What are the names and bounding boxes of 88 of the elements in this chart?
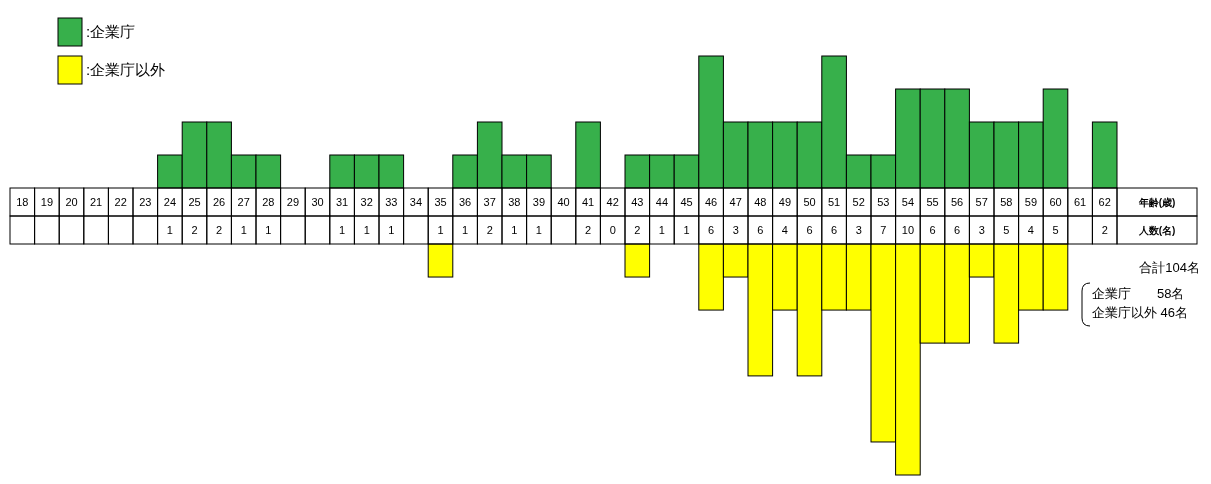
- x-tick-label: 2: [191, 224, 198, 236]
- x-tick-label: 19: [40, 196, 54, 208]
- x-tick-label: 1: [535, 224, 542, 236]
- x-tick-label: 47: [729, 196, 742, 208]
- x-tick-label: 1: [265, 224, 272, 236]
- x-tick-label: 18: [16, 196, 29, 208]
- x-tick-label: 28: [262, 196, 275, 208]
- x-tick-label: 4: [1027, 224, 1034, 236]
- x-tick-label: 2: [486, 224, 493, 236]
- x-tick-label: 2: [634, 224, 641, 236]
- x-tick-label: 62: [1098, 196, 1111, 208]
- x-tick-label: 56: [950, 196, 964, 208]
- x-tick-label: 6: [929, 224, 936, 236]
- x-tick-label: 2: [216, 224, 223, 236]
- x-tick-label: 59: [1024, 196, 1038, 208]
- text: 人数(名): [1137, 225, 1176, 236]
- x-tick-label: 1: [240, 224, 247, 236]
- text: 合計104名: [1139, 260, 1200, 275]
- x-tick-label: 4: [781, 224, 788, 236]
- x-tick-label: 1: [363, 224, 370, 236]
- x-tick-label: 6: [708, 224, 715, 236]
- x-tick-label: 57: [975, 196, 988, 208]
- x-tick-label: 58: [1000, 196, 1013, 208]
- x-tick-label: 24: [163, 196, 177, 208]
- x-tick-label: 6: [757, 224, 764, 236]
- text: 年齢(歳): [1137, 197, 1176, 208]
- x-tick-label: 49: [778, 196, 792, 208]
- x-tick-label: 35: [434, 196, 447, 208]
- x-tick-label: 10: [901, 224, 915, 236]
- x-tick-label: 30: [311, 196, 324, 208]
- legend-label: :企業庁: [86, 23, 136, 40]
- x-tick-label: 51: [827, 196, 841, 208]
- x-tick-label: 37: [483, 196, 496, 208]
- x-tick-label: 1: [388, 224, 395, 236]
- bar: [575, 121, 601, 189]
- x-tick-label: 26: [212, 196, 226, 208]
- x-tick-label: 1: [683, 224, 690, 236]
- x-tick-label: 48: [754, 196, 767, 208]
- x-tick-label: 2: [1101, 224, 1108, 236]
- x-tick-label: 36: [458, 196, 472, 208]
- x-tick-label: 0: [609, 224, 616, 236]
- x-tick-label: 61: [1073, 196, 1087, 208]
- x-tick-label: 27: [237, 196, 250, 208]
- x-tick-label: 29: [286, 196, 300, 208]
- x-tick-label: 1: [437, 224, 444, 236]
- x-tick-label: 3: [855, 224, 862, 236]
- x-tick-label: 43: [631, 196, 644, 208]
- x-tick-label: 46: [704, 196, 718, 208]
- x-tick-label: 50: [803, 196, 816, 208]
- x-tick-label: 5: [1052, 224, 1059, 236]
- x-tick-label: 55: [926, 196, 939, 208]
- x-tick-label: 1: [339, 224, 346, 236]
- x-tick-label: 1: [511, 224, 518, 236]
- legend-label: :企業庁以外: [86, 61, 166, 78]
- x-tick-label: 20: [65, 196, 78, 208]
- x-tick-label: 40: [557, 196, 570, 208]
- x-tick-label: 2: [585, 224, 592, 236]
- x-tick-label: 34: [409, 196, 423, 208]
- x-tick-label: 3: [732, 224, 739, 236]
- x-tick-label: 1: [462, 224, 469, 236]
- x-tick-label: 21: [89, 196, 103, 208]
- x-tick-label: 31: [335, 196, 349, 208]
- x-tick-label: 33: [385, 196, 398, 208]
- x-tick-label: 44: [655, 196, 669, 208]
- x-tick-label: 25: [188, 196, 201, 208]
- x-tick-label: 41: [581, 196, 595, 208]
- x-tick-label: 6: [806, 224, 813, 236]
- x-tick-label: 54: [901, 196, 915, 208]
- x-tick-label: 53: [877, 196, 890, 208]
- x-tick-label: 38: [508, 196, 521, 208]
- bar: [1091, 121, 1118, 189]
- x-tick-label: 42: [606, 196, 619, 208]
- x-tick-label: 45: [680, 196, 693, 208]
- x-tick-label: 7: [880, 224, 887, 236]
- x-tick-label: 6: [831, 224, 838, 236]
- annotation: 企業庁以外 46名: [1092, 305, 1189, 320]
- x-tick-label: 1: [166, 224, 173, 236]
- x-tick-label: 3: [978, 224, 985, 236]
- x-tick-label: 52: [852, 196, 865, 208]
- x-tick-label: 23: [139, 196, 152, 208]
- x-tick-label: 60: [1049, 196, 1062, 208]
- x-tick-label: 1: [658, 224, 665, 236]
- x-tick-label: 5: [1003, 224, 1010, 236]
- annotation: 企業庁 58名: [1092, 286, 1185, 301]
- x-tick-label: 39: [532, 196, 546, 208]
- x-tick-label: 22: [114, 196, 127, 208]
- x-tick-label: 6: [954, 224, 961, 236]
- x-tick-label: 32: [360, 196, 373, 208]
